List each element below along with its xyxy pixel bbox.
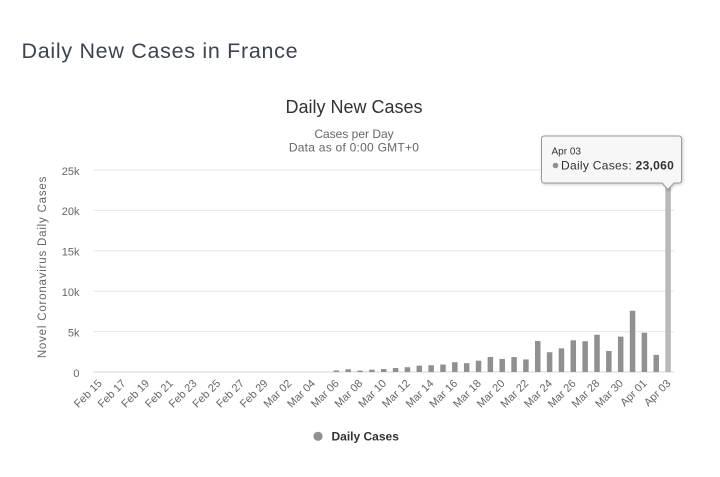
svg-text:Daily Cases: Daily Cases: [332, 430, 400, 444]
svg-text:Novel Coronavirus Daily Cases: Novel Coronavirus Daily Cases: [37, 176, 49, 358]
svg-text:Daily New Cases in France: Daily New Cases in France: [22, 39, 299, 63]
svg-text:15k: 15k: [62, 247, 80, 259]
svg-text:Apr 03: Apr 03: [552, 147, 582, 158]
svg-text:Data as of 0:00 GMT+0: Data as of 0:00 GMT+0: [289, 141, 419, 155]
svg-text:0: 0: [73, 368, 79, 380]
svg-text:Cases per Day: Cases per Day: [314, 127, 393, 141]
svg-text:25k: 25k: [62, 166, 80, 178]
svg-text:Daily New Cases: Daily New Cases: [285, 97, 422, 117]
svg-text:5k: 5k: [68, 327, 80, 339]
svg-text:20k: 20k: [62, 206, 80, 218]
svg-text:10k: 10k: [62, 287, 80, 299]
svg-text:Daily Cases: 23,060: Daily Cases: 23,060: [561, 158, 674, 172]
